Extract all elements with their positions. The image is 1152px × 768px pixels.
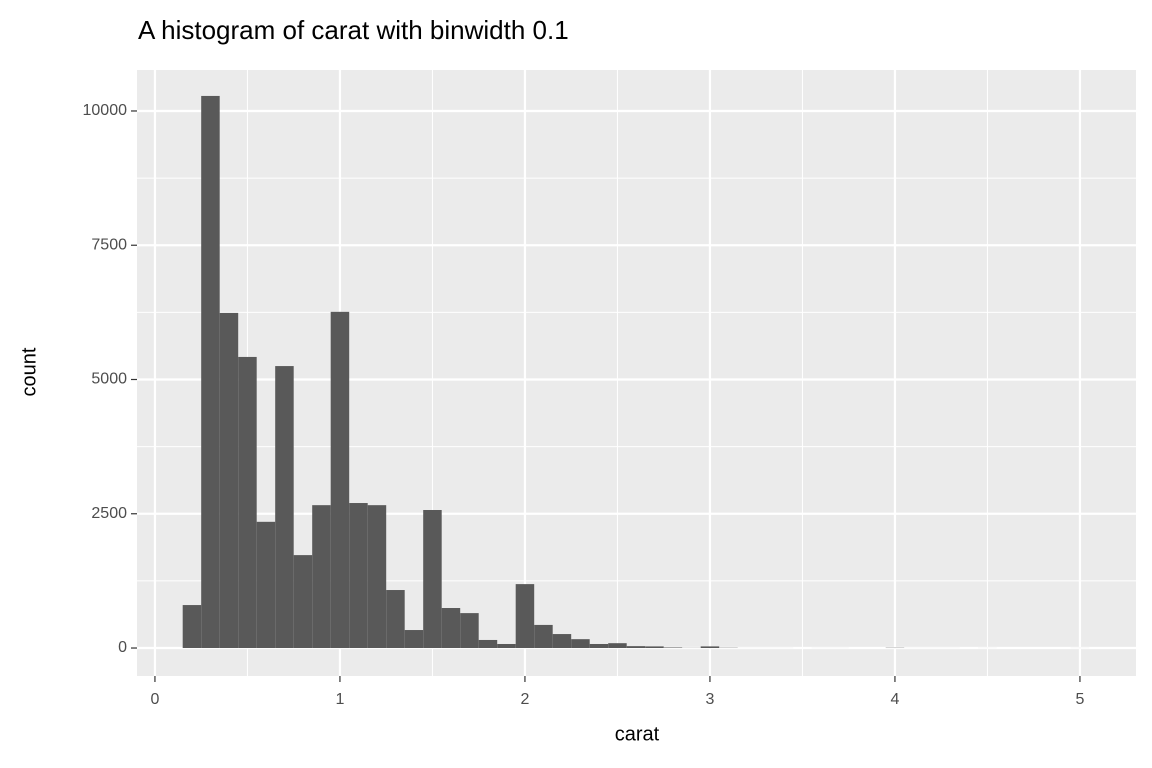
bar xyxy=(219,312,239,649)
bar xyxy=(626,646,646,649)
bar xyxy=(441,608,461,649)
bar xyxy=(238,356,257,649)
bar xyxy=(700,646,720,649)
chart-title: A histogram of carat with binwidth 0.1 xyxy=(138,15,569,45)
bar xyxy=(460,613,479,649)
x-tick-label: 5 xyxy=(1075,691,1084,708)
x-tick-label: 1 xyxy=(335,691,344,708)
y-tick-label: 0 xyxy=(118,639,127,656)
y-tick-label: 7500 xyxy=(91,236,127,253)
bar xyxy=(201,95,220,649)
bar xyxy=(256,521,276,649)
bar xyxy=(349,503,368,649)
x-tick-label: 2 xyxy=(520,691,529,708)
bar xyxy=(478,639,498,649)
x-tick-label: 3 xyxy=(705,691,714,708)
bar xyxy=(552,634,572,649)
bar xyxy=(386,590,405,649)
x-tick-label: 4 xyxy=(890,691,899,708)
bar xyxy=(367,505,387,649)
bar xyxy=(589,643,609,649)
bar xyxy=(515,584,535,649)
bar xyxy=(275,366,294,649)
bar xyxy=(182,605,202,649)
bar xyxy=(534,624,553,649)
bar xyxy=(312,505,331,649)
bar xyxy=(293,555,313,649)
bar xyxy=(645,646,664,649)
y-tick-label: 5000 xyxy=(91,371,127,388)
bar xyxy=(330,311,350,649)
y-tick-label: 10000 xyxy=(83,102,128,119)
y-tick-label: 2500 xyxy=(91,505,127,522)
bar xyxy=(497,643,516,649)
bar xyxy=(404,630,424,649)
y-axis-title: count xyxy=(18,347,40,396)
bar xyxy=(571,639,590,649)
bar xyxy=(663,647,683,649)
x-axis-title: carat xyxy=(615,723,660,745)
x-tick-label: 0 xyxy=(150,691,159,708)
bar xyxy=(608,643,627,649)
bar xyxy=(423,509,442,649)
